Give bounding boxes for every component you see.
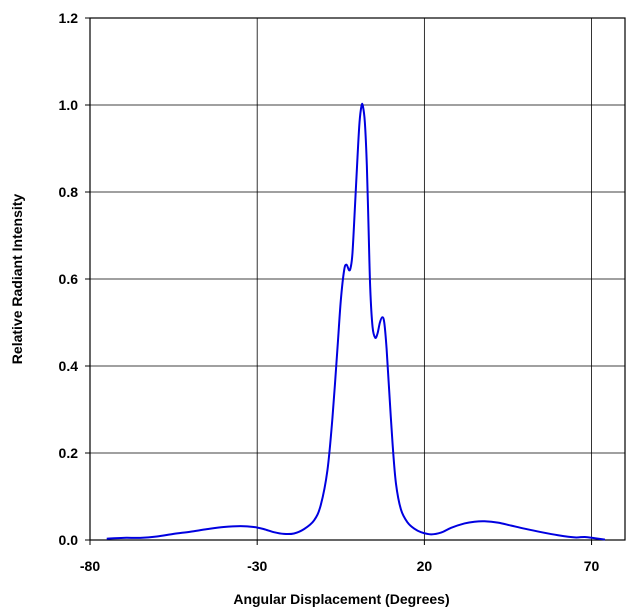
x-tick-label: -80 [80,558,100,574]
x-tick-label: 70 [584,558,600,574]
y-tick-label: 1.0 [59,97,79,113]
intensity-series-line [106,102,606,541]
y-axis-title: Relative Radiant Intensity [9,194,25,365]
grid [90,17,625,541]
y-tick-label: 1.2 [59,10,79,26]
series-layer [106,102,606,541]
y-tick-label: 0.6 [59,271,79,287]
x-tick-label: 20 [417,558,433,574]
y-tick-label: 0.0 [59,532,79,548]
axis-ticks: 0.0 0.2 0.4 0.6 0.8 1.0 1.2 -80 -30 20 70 [59,10,600,574]
y-tick-label: 0.4 [59,358,79,374]
y-tick-label: 0.2 [59,445,79,461]
x-tick-label: -30 [247,558,267,574]
y-tick-label: 0.8 [59,184,79,200]
x-axis-title: Angular Displacement (Degrees) [233,591,449,607]
